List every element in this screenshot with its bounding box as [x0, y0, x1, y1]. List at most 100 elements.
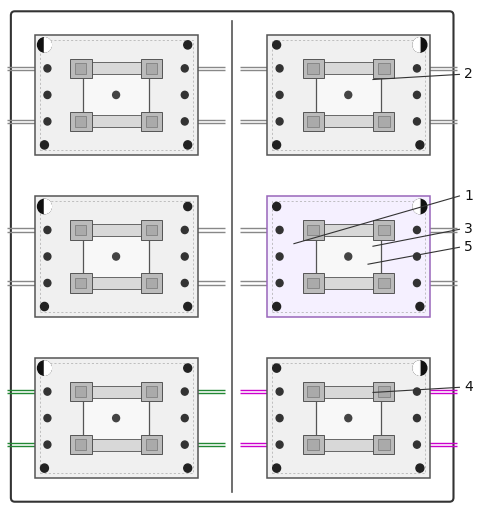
- Circle shape: [276, 280, 283, 287]
- Wedge shape: [413, 200, 420, 214]
- Bar: [307, 63, 319, 74]
- Circle shape: [276, 226, 283, 233]
- Circle shape: [276, 65, 283, 72]
- Bar: [35, 35, 198, 155]
- Circle shape: [181, 118, 188, 125]
- Circle shape: [416, 141, 424, 149]
- Bar: [303, 439, 394, 450]
- Circle shape: [345, 253, 352, 260]
- Bar: [146, 439, 158, 450]
- Circle shape: [181, 441, 188, 448]
- Bar: [316, 65, 381, 125]
- Circle shape: [276, 253, 283, 260]
- Bar: [71, 221, 91, 240]
- Circle shape: [413, 226, 420, 233]
- Circle shape: [273, 464, 281, 472]
- Bar: [303, 273, 324, 292]
- Circle shape: [276, 388, 283, 395]
- Bar: [307, 278, 319, 288]
- Bar: [272, 40, 425, 150]
- Circle shape: [44, 65, 51, 72]
- Bar: [75, 225, 86, 235]
- Bar: [378, 63, 390, 74]
- Circle shape: [184, 141, 192, 149]
- Circle shape: [276, 415, 283, 422]
- Circle shape: [416, 302, 424, 311]
- Bar: [307, 225, 319, 235]
- Circle shape: [345, 415, 352, 422]
- Circle shape: [41, 302, 48, 311]
- Circle shape: [181, 226, 188, 233]
- Bar: [316, 226, 381, 287]
- Bar: [267, 358, 430, 478]
- Circle shape: [44, 441, 51, 448]
- Bar: [35, 196, 198, 317]
- Circle shape: [276, 91, 283, 98]
- Circle shape: [184, 464, 192, 472]
- Bar: [378, 278, 390, 288]
- Circle shape: [38, 361, 51, 376]
- Circle shape: [416, 464, 424, 472]
- Circle shape: [184, 364, 192, 372]
- Bar: [303, 221, 324, 240]
- Bar: [83, 65, 149, 125]
- Wedge shape: [413, 361, 420, 376]
- Circle shape: [44, 388, 51, 395]
- Wedge shape: [44, 38, 51, 52]
- Circle shape: [413, 253, 420, 260]
- Bar: [307, 439, 319, 450]
- Circle shape: [184, 302, 192, 311]
- Circle shape: [273, 41, 281, 49]
- Wedge shape: [44, 361, 51, 376]
- Circle shape: [181, 65, 188, 72]
- Bar: [307, 116, 319, 127]
- Bar: [71, 439, 162, 450]
- Text: 2: 2: [464, 67, 473, 82]
- Bar: [303, 63, 394, 74]
- Text: 5: 5: [464, 240, 473, 254]
- Circle shape: [44, 280, 51, 287]
- Wedge shape: [44, 200, 51, 214]
- Circle shape: [44, 253, 51, 260]
- Bar: [267, 196, 430, 317]
- Circle shape: [413, 441, 420, 448]
- Bar: [141, 59, 162, 78]
- Circle shape: [113, 253, 120, 260]
- Bar: [146, 63, 158, 74]
- Bar: [146, 116, 158, 127]
- Text: 4: 4: [464, 380, 473, 394]
- Bar: [146, 278, 158, 288]
- Bar: [141, 221, 162, 240]
- Bar: [272, 363, 425, 473]
- Bar: [40, 40, 193, 150]
- Bar: [71, 224, 162, 236]
- Circle shape: [44, 91, 51, 98]
- Circle shape: [38, 38, 51, 52]
- Bar: [267, 35, 430, 155]
- Circle shape: [276, 118, 283, 125]
- Bar: [372, 59, 394, 78]
- Bar: [40, 363, 193, 473]
- Circle shape: [413, 38, 427, 52]
- Circle shape: [44, 415, 51, 422]
- Circle shape: [413, 280, 420, 287]
- Bar: [75, 116, 86, 127]
- Text: 1: 1: [464, 189, 473, 203]
- Bar: [71, 277, 162, 289]
- Bar: [146, 225, 158, 235]
- Bar: [372, 435, 394, 455]
- Bar: [303, 59, 324, 78]
- FancyBboxPatch shape: [11, 11, 453, 502]
- Bar: [303, 386, 394, 398]
- Circle shape: [181, 253, 188, 260]
- Circle shape: [44, 118, 51, 125]
- Text: 3: 3: [464, 222, 473, 236]
- Circle shape: [413, 388, 420, 395]
- Bar: [146, 386, 158, 397]
- Bar: [40, 201, 193, 311]
- Circle shape: [184, 203, 192, 211]
- Circle shape: [345, 91, 352, 98]
- Bar: [71, 115, 162, 127]
- Circle shape: [38, 200, 51, 214]
- Bar: [75, 386, 86, 397]
